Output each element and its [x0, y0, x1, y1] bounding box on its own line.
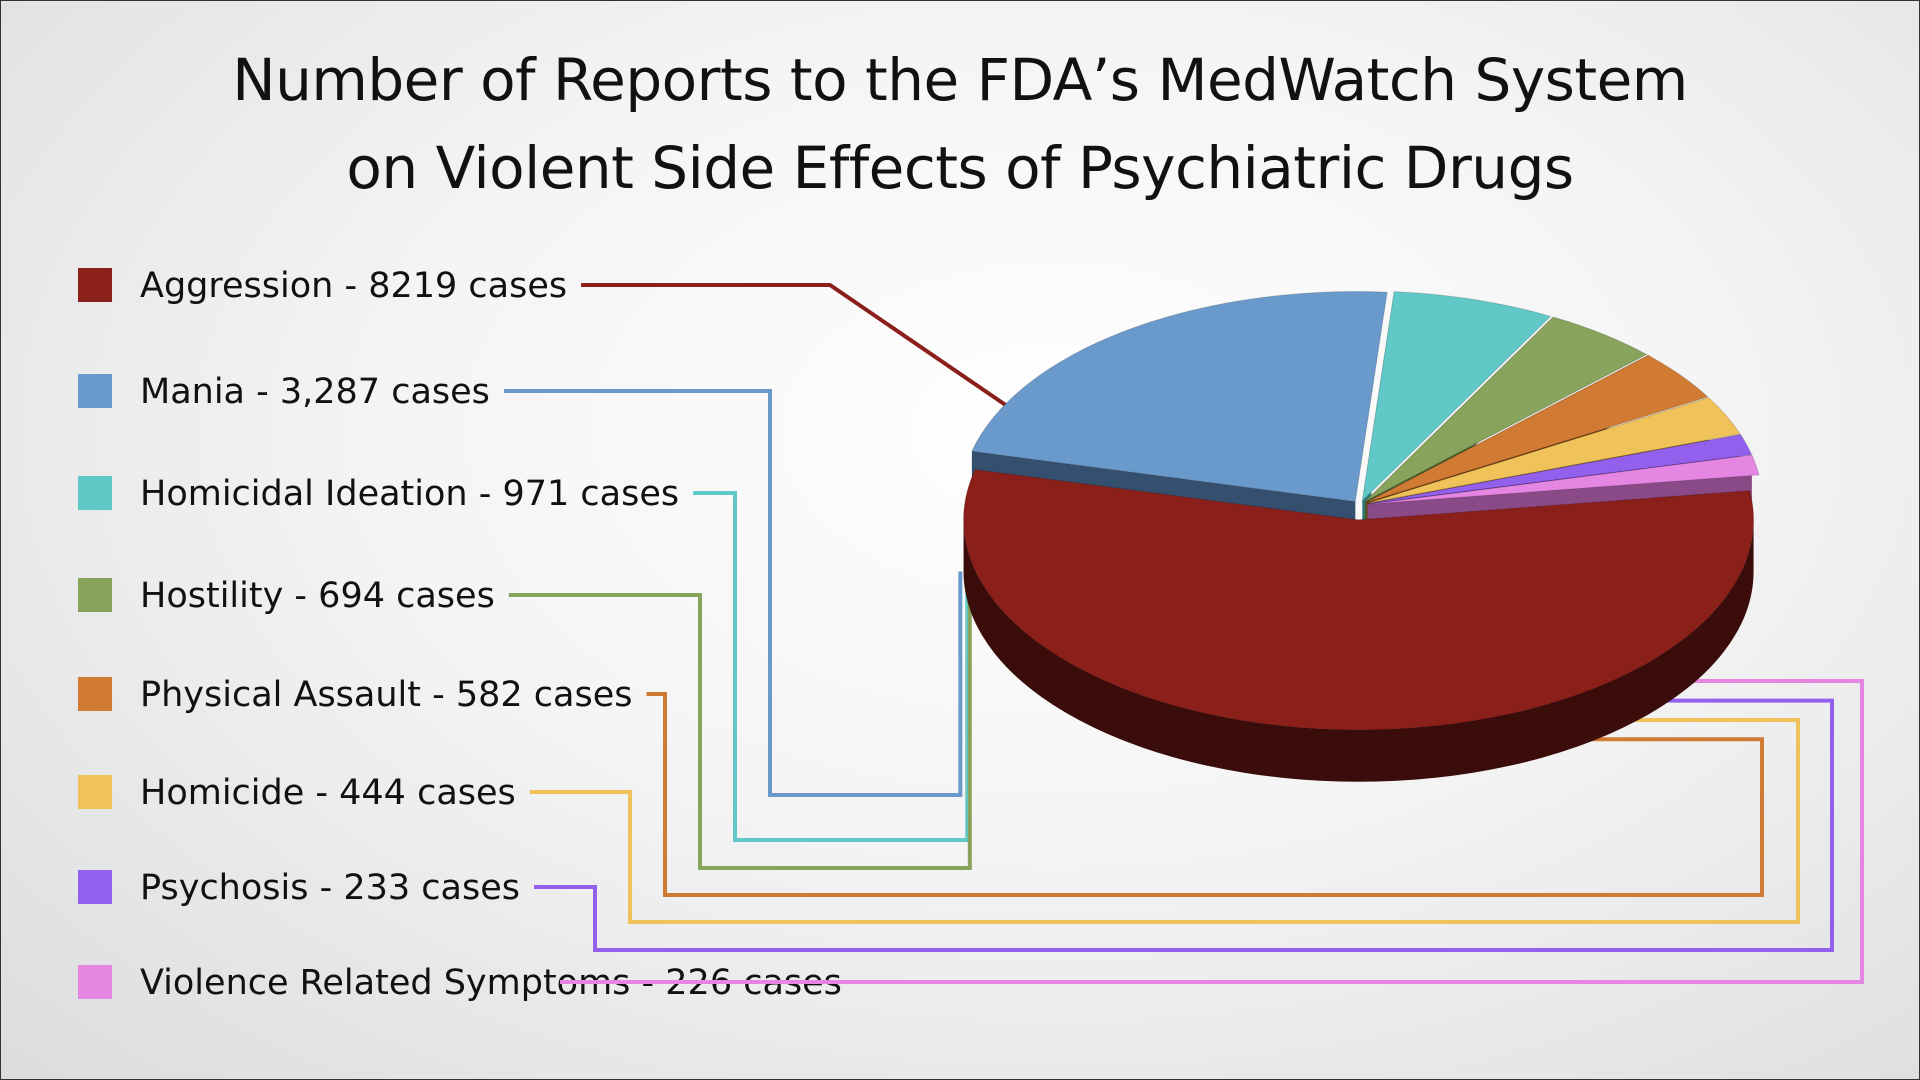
legend-label-homicidal-ideation: Homicidal Ideation - 971 cases [140, 474, 679, 514]
pie-slice-homicide [1367, 397, 1741, 504]
legend-label-aggression: Aggression - 8219 cases [140, 266, 567, 306]
pie-slice-mania [971, 291, 1388, 503]
leader-lines [503, 283, 1864, 984]
legend-label-physical-assault: Physical Assault - 582 cases [140, 675, 633, 715]
leader-line-psychosis [533, 698, 1834, 952]
leader-line-homicidal-ideation [693, 491, 970, 842]
legend-label-mania: Mania - 3,287 cases [140, 372, 490, 412]
legend-swatch-violence-related-symptoms [78, 965, 112, 999]
legend-swatch-psychosis [78, 870, 112, 904]
leader-line-physical-assault [646, 692, 1764, 897]
chart-title-line-2: on Violent Side Effects of Psychiatric D… [346, 134, 1574, 202]
legend-swatch-aggression [78, 268, 112, 302]
chart-title-line-1: Number of Reports to the FDA’s MedWatch … [232, 46, 1688, 114]
leader-line-violence-related-symptoms [560, 679, 1864, 984]
legend-label-homicide: Homicide - 444 cases [140, 773, 516, 813]
pie-slice-psychosis [1367, 433, 1753, 505]
legend-label-hostility: Hostility - 694 cases [140, 576, 495, 616]
leader-line-homicide [529, 718, 1800, 924]
legend: Aggression - 8219 cases Mania - 3,287 cas… [78, 266, 842, 1003]
legend-swatch-mania [78, 374, 112, 408]
leader-line-aggression [581, 283, 1012, 410]
pie-slice-aggression [963, 468, 1755, 731]
legend-swatch-homicide [78, 775, 112, 809]
legend-swatch-physical-assault [78, 677, 112, 711]
legend-swatch-hostility [78, 578, 112, 612]
pie-slice-physical-assault [1366, 354, 1709, 503]
pie-side-aggression [963, 519, 1754, 782]
leader-line-mania [503, 389, 963, 797]
pie-slice-homicidal-ideation [1361, 291, 1552, 503]
chart-title: Number of Reports to the FDA’s MedWatch … [0, 36, 1920, 212]
pie [963, 291, 1760, 782]
legend-swatch-homicidal-ideation [78, 476, 112, 510]
leader-line-hostility [508, 571, 972, 870]
legend-label-psychosis: Psychosis - 233 cases [140, 868, 520, 908]
pie-slice-violence-related-symptoms [1367, 454, 1760, 505]
pie-slice-hostility [1364, 316, 1648, 503]
